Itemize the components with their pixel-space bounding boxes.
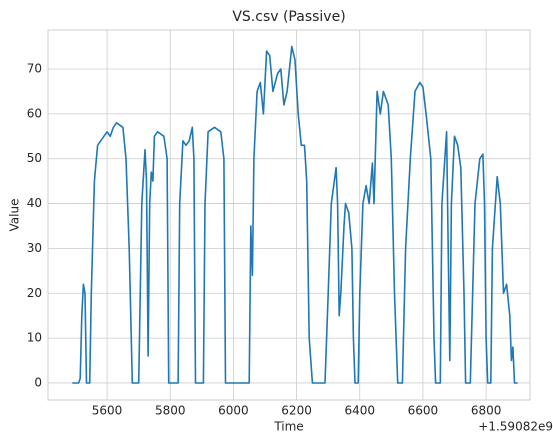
y-tick-label: 30 (27, 241, 42, 255)
x-tick-label: 6000 (218, 404, 249, 418)
x-tick-label: 6200 (281, 404, 312, 418)
x-axis-label: Time (273, 420, 303, 434)
x-tick-label: 5600 (92, 404, 123, 418)
y-tick-label: 70 (27, 62, 42, 76)
y-tick-label: 20 (27, 286, 42, 300)
x-tick-label: 6400 (344, 404, 375, 418)
y-tick-label: 0 (34, 375, 42, 389)
chart-title: VS.csv (Passive) (232, 9, 345, 25)
data-line (72, 45, 518, 384)
x-tick-label: 6800 (471, 404, 502, 418)
x-tick-label: 5800 (155, 404, 186, 418)
y-tick-label: 50 (27, 151, 42, 165)
plot-area (47, 29, 531, 401)
x-offset-label: +1.59082e9 (478, 420, 553, 434)
y-tick-label: 40 (27, 196, 42, 210)
y-tick-label: 60 (27, 106, 42, 120)
x-tick-label: 6600 (408, 404, 439, 418)
y-tick-label: 10 (27, 331, 42, 345)
y-axis-label: Value (8, 199, 22, 232)
